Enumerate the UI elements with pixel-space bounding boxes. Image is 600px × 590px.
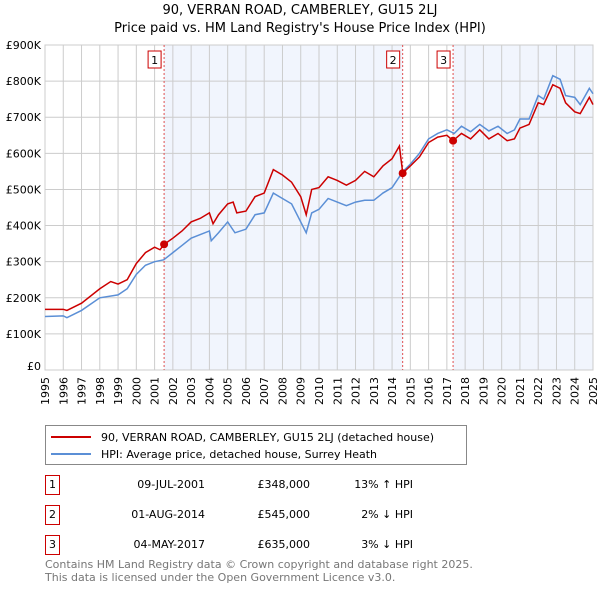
price-chart: £0 £100K £200K £300K £400K £500K £600K £700K £80…: [6, 39, 600, 405]
x-tick-label: 1995: [39, 377, 52, 405]
y-tick-label: £800K: [6, 75, 42, 88]
sale-label: 2: [390, 54, 397, 67]
y-tick-label: £900K: [6, 39, 42, 52]
x-tick-label: 2018: [459, 377, 472, 405]
x-tick-label: 2022: [532, 377, 545, 405]
x-tick-label: 2023: [550, 377, 563, 405]
transaction-date: 09-JUL-2001: [137, 478, 205, 491]
property-price-line: [45, 83, 594, 312]
transaction-price: £348,000: [257, 478, 311, 491]
footer: Contains HM Land Registry data © Crown c…: [45, 558, 473, 584]
legend-swatch-red: [51, 436, 91, 438]
x-tick-label: 1997: [76, 377, 89, 405]
x-tick-label: 2021: [514, 377, 527, 405]
title-line: 90, VERRAN ROAD, CAMBERLEY, GU15 2LJ: [162, 3, 438, 18]
x-tick-label: 2025: [587, 377, 600, 405]
transaction-number-badge: 2: [45, 505, 60, 525]
plot-frame: [44, 44, 594, 371]
x-tick-label: 2019: [477, 377, 490, 405]
transaction-date: 04-MAY-2017: [133, 538, 205, 551]
y-tick-label: £100K: [6, 328, 42, 341]
x-tick-label: 1999: [112, 377, 125, 405]
sale-label: 1: [151, 54, 158, 67]
transaction-date: 01-AUG-2014: [131, 508, 205, 521]
x-tick-label: 2002: [167, 377, 180, 405]
x-tick-label: 2014: [386, 377, 399, 405]
x-tick-label: 2016: [423, 377, 436, 405]
x-tick-label: 2009: [295, 377, 308, 405]
x-tick-label: 2007: [258, 377, 271, 405]
sale-point: [398, 169, 407, 178]
transaction-number-badge: 1: [45, 475, 60, 495]
x-tick-label: 2004: [203, 377, 216, 405]
y-tick-label: £0: [27, 360, 41, 373]
x-tick-label: 2003: [185, 377, 198, 405]
x-tick-label: 2017: [441, 377, 454, 405]
legend: 90, VERRAN ROAD, CAMBERLEY, GU15 2LJ (de…: [45, 425, 467, 465]
x-tick-label: 2020: [496, 377, 509, 405]
x-tick-label: 1998: [94, 377, 107, 405]
x-tick-label: 2000: [130, 377, 143, 405]
hpi-line: [44, 74, 594, 319]
transaction-row: 1 09-JUL-2001 £348,000 13% ↑ HPI: [45, 475, 445, 495]
sale-label-box: [147, 50, 162, 69]
x-tick-label: 2010: [313, 377, 326, 405]
shaded-period: [453, 45, 593, 370]
footer-line: This data is licensed under the Open Gov…: [45, 571, 396, 584]
subtitle-line: Price paid vs. HM Land Registry's House …: [114, 21, 486, 36]
y-tick-label: £500K: [6, 183, 42, 196]
transaction-hpi-diff: 13% ↑ HPI: [354, 478, 413, 491]
x-tick-label: 2012: [350, 377, 363, 405]
footer-line: Contains HM Land Registry data © Crown c…: [45, 558, 473, 571]
sale-label-box: [386, 50, 401, 69]
chart-title: 90, VERRAN ROAD, CAMBERLEY, GU15 2LJ Pric…: [0, 2, 600, 38]
sale-point: [160, 240, 169, 249]
x-tick-label: 2024: [569, 377, 582, 405]
y-tick-label: £400K: [6, 220, 42, 233]
y-tick-label: £200K: [6, 292, 42, 305]
x-tick-label: 2006: [240, 377, 253, 405]
legend-label: 90, VERRAN ROAD, CAMBERLEY, GU15 2LJ (de…: [101, 430, 435, 444]
x-tick-label: 1996: [57, 377, 70, 405]
sale-label: 3: [440, 54, 447, 67]
transaction-hpi-diff: 3% ↓ HPI: [361, 538, 413, 551]
x-tick-label: 2001: [149, 377, 162, 405]
transaction-number-badge: 3: [45, 535, 60, 555]
transaction-price: £545,000: [257, 508, 311, 521]
sale-label-box: [436, 50, 451, 69]
legend-item-property: 90, VERRAN ROAD, CAMBERLEY, GU15 2LJ (de…: [51, 429, 434, 445]
x-tick-label: 2011: [331, 377, 344, 405]
transaction-row: 2 01-AUG-2014 £545,000 2% ↓ HPI: [45, 505, 445, 525]
x-tick-label: 2008: [276, 377, 289, 405]
shaded-period: [164, 45, 403, 370]
y-tick-label: £600K: [6, 147, 42, 160]
transaction-hpi-diff: 2% ↓ HPI: [361, 508, 413, 521]
sale-point: [449, 136, 458, 145]
transaction-row: 3 04-MAY-2017 £635,000 3% ↓ HPI: [45, 535, 445, 555]
x-tick-label: 2005: [222, 377, 235, 405]
transaction-price: £635,000: [257, 538, 311, 551]
legend-item-hpi: HPI: Average price, detached house, Surr…: [51, 446, 377, 462]
x-tick-label: 2015: [404, 377, 417, 405]
legend-swatch-blue: [51, 453, 91, 455]
y-tick-label: £700K: [6, 111, 42, 124]
y-tick-label: £300K: [6, 256, 42, 269]
x-tick-label: 2013: [368, 377, 381, 405]
legend-label: HPI: Average price, detached house, Surr…: [101, 447, 378, 461]
